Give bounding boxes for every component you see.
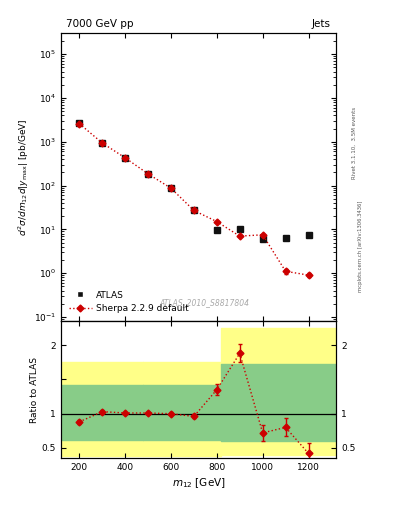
Text: Jets: Jets bbox=[312, 19, 331, 29]
Y-axis label: Ratio to ATLAS: Ratio to ATLAS bbox=[30, 357, 39, 423]
Text: Rivet 3.1.10,  3.5M events: Rivet 3.1.10, 3.5M events bbox=[352, 108, 357, 179]
Text: ATLAS_2010_S8817804: ATLAS_2010_S8817804 bbox=[159, 298, 249, 307]
Text: mcplots.cern.ch [arXiv:1306.3436]: mcplots.cern.ch [arXiv:1306.3436] bbox=[358, 200, 363, 291]
Legend: ATLAS, Sherpa 2.2.9 default: ATLAS, Sherpa 2.2.9 default bbox=[65, 287, 193, 316]
X-axis label: $m_{12}$ [GeV]: $m_{12}$ [GeV] bbox=[172, 476, 225, 490]
Y-axis label: $d^2\sigma/dm_{12}d|y_\mathrm{max}|$ [pb/GeV]: $d^2\sigma/dm_{12}d|y_\mathrm{max}|$ [pb… bbox=[17, 118, 31, 236]
Text: 7000 GeV pp: 7000 GeV pp bbox=[66, 19, 134, 29]
